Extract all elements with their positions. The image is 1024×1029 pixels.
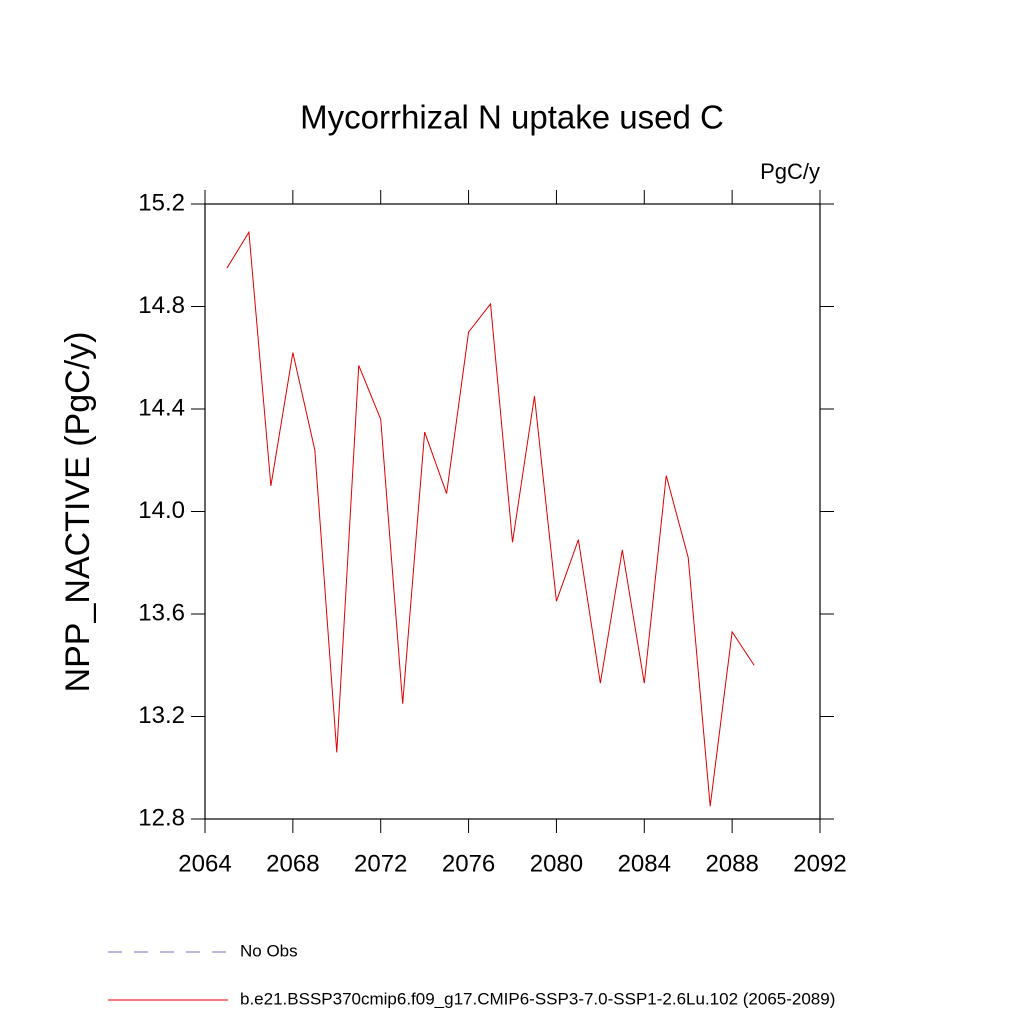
x-tick-label: 2072 <box>354 850 407 877</box>
units-label: PgC/y <box>760 159 820 184</box>
x-tick-label: 2084 <box>618 850 671 877</box>
x-tick-label: 2064 <box>178 850 231 877</box>
y-tick-label: 12.8 <box>138 804 185 831</box>
y-tick-label: 14.4 <box>138 394 185 421</box>
y-tick-label: 14.8 <box>138 292 185 319</box>
series-line <box>226 230 755 807</box>
y-tick-label: 13.2 <box>138 702 185 729</box>
x-tick-label: 2080 <box>530 850 583 877</box>
y-axis-label: NPP_NACTIVE (PgC/y) <box>59 332 97 693</box>
x-tick-label: 2092 <box>793 850 846 877</box>
x-tick-label: 2068 <box>266 850 319 877</box>
x-tick-label: 2076 <box>442 850 495 877</box>
y-tick-label: 15.2 <box>138 189 185 216</box>
legend-label: No Obs <box>240 941 298 960</box>
plot-frame <box>204 203 821 820</box>
y-tick-label: 13.6 <box>138 599 185 626</box>
chart-title: Mycorrhizal N uptake used C <box>300 99 724 136</box>
y-tick-label: 14.0 <box>138 497 185 524</box>
x-tick-label: 2088 <box>705 850 758 877</box>
legend-label: b.e21.BSSP370cmip6.f09_g17.CMIP6-SSP3-7.… <box>240 989 835 1008</box>
